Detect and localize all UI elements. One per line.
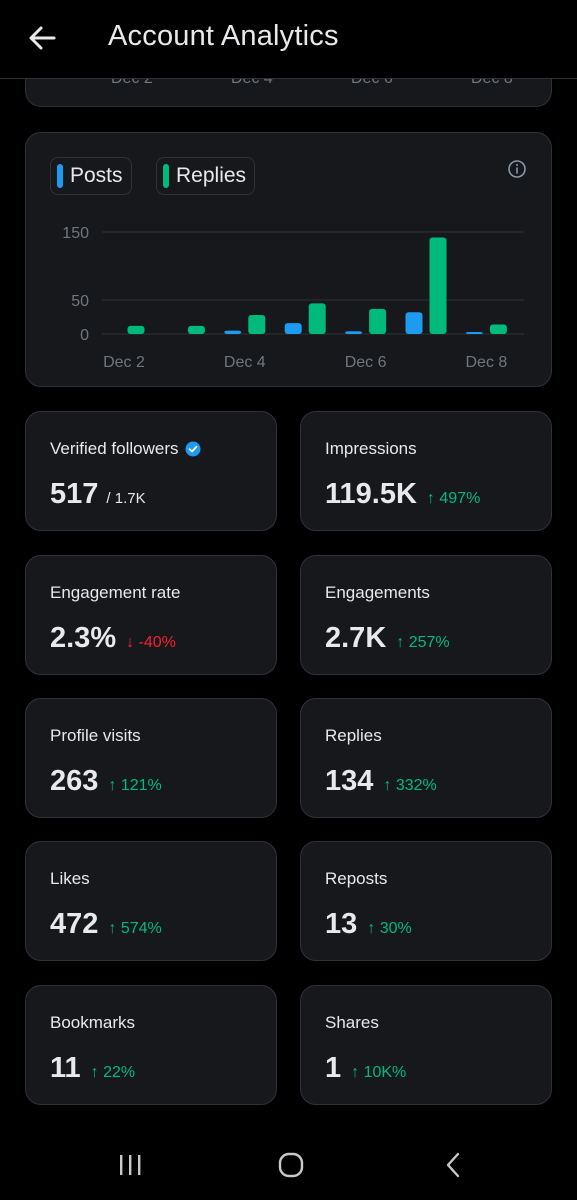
stat-value-row: 2.7K ↑ 257%	[325, 622, 450, 655]
stat-value-row: 2.3% ↓ -40%	[50, 622, 176, 655]
stat-value: 134	[325, 765, 374, 797]
stat-label-text: Engagements	[325, 583, 430, 602]
legend-posts[interactable]: Posts	[50, 157, 132, 195]
stat-value: 119.5K	[325, 478, 417, 510]
stat-change: ↑ 10K%	[351, 1064, 407, 1081]
stat-label-text: Verified followers	[50, 439, 179, 458]
stat-label: Engagements	[325, 583, 430, 603]
page-title: Account Analytics	[108, 20, 339, 52]
legend-posts-label: Posts	[70, 164, 123, 187]
stat-value-row: 1 ↑ 10K%	[325, 1052, 406, 1085]
stat-change: ↑ 574%	[108, 920, 162, 937]
stat-change: ↑ 30%	[367, 920, 412, 937]
stat-card-verified-followers[interactable]: Verified followers 517 / 1.7K	[25, 411, 277, 531]
stat-label: Reposts	[325, 869, 387, 889]
y-tick-label: 0	[80, 327, 89, 344]
replies-bar[interactable]	[429, 237, 447, 334]
posts-bar[interactable]	[284, 323, 302, 334]
stat-value-row: 263 ↑ 121%	[50, 765, 162, 798]
y-tick-label: 150	[62, 225, 89, 242]
replies-bar[interactable]	[489, 324, 507, 334]
x-tick-label: Dec 4	[224, 354, 266, 371]
stat-card-engagement-rate[interactable]: Engagement rate 2.3% ↓ -40%	[25, 555, 277, 675]
stat-label-text: Likes	[50, 869, 90, 888]
stat-label: Engagement rate	[50, 583, 180, 603]
posts-swatch	[57, 164, 63, 188]
stat-label-text: Engagement rate	[50, 583, 181, 602]
stat-value-row: 119.5K ↑ 497%	[325, 478, 480, 511]
stat-label: Profile visits	[50, 726, 141, 746]
stat-card-shares[interactable]: Shares 1 ↑ 10K%	[300, 985, 552, 1105]
replies-bar[interactable]	[127, 325, 145, 334]
stat-card-replies[interactable]: Replies 134 ↑ 332%	[300, 698, 552, 818]
system-nav-bar	[0, 1130, 577, 1200]
stat-card-engagements[interactable]: Engagements 2.7K ↑ 257%	[300, 555, 552, 675]
posts-bar[interactable]	[405, 312, 423, 334]
back-arrow-icon[interactable]	[26, 22, 58, 54]
x-tick-label: Dec 8	[466, 354, 508, 371]
stat-change: ↓ -40%	[126, 634, 176, 651]
stat-value-row: 11 ↑ 22%	[50, 1052, 135, 1085]
stat-card-impressions[interactable]: Impressions 119.5K ↑ 497%	[300, 411, 552, 531]
posts-bar[interactable]	[465, 332, 483, 334]
stat-card-reposts[interactable]: Reposts 13 ↑ 30%	[300, 841, 552, 961]
legend-replies[interactable]: Replies	[156, 157, 256, 195]
legend-replies-label: Replies	[176, 164, 247, 187]
stat-value: 472	[50, 908, 99, 940]
system-back-icon[interactable]	[435, 1150, 471, 1180]
info-icon[interactable]	[507, 159, 527, 179]
stat-change: ↑ 332%	[383, 777, 437, 794]
bar-chart: 150 50 0 Dec 2 Dec 4 Dec 6 Dec 8	[62, 225, 524, 371]
stat-label: Verified followers	[50, 439, 201, 459]
stat-value-row: 134 ↑ 332%	[325, 765, 437, 798]
stat-value-row: 472 ↑ 574%	[50, 908, 162, 941]
app-header: Account Analytics	[0, 0, 577, 79]
stat-value-row: 517 / 1.7K	[50, 478, 146, 511]
stat-value: 13	[325, 908, 358, 940]
stat-value: 11	[50, 1052, 81, 1084]
stat-label: Impressions	[325, 439, 417, 459]
replies-bar[interactable]	[308, 303, 326, 334]
stat-value-row: 13 ↑ 30%	[325, 908, 412, 941]
verified-badge-icon	[185, 441, 201, 457]
replies-bar[interactable]	[248, 314, 266, 334]
stat-change: ↑ 257%	[396, 634, 450, 651]
stat-label: Likes	[50, 869, 90, 889]
posts-bar[interactable]	[224, 330, 242, 334]
posts-replies-chart-card: Posts Replies 150 50 0 Dec 2 Dec 4 Dec 6 Dec 8	[25, 132, 552, 387]
stat-label-text: Profile visits	[50, 726, 141, 745]
stat-value: 2.7K	[325, 622, 387, 654]
replies-swatch	[163, 164, 169, 188]
stat-card-likes[interactable]: Likes 472 ↑ 574%	[25, 841, 277, 961]
replies-bar[interactable]	[369, 308, 387, 334]
stat-label-text: Bookmarks	[50, 1013, 136, 1032]
stat-card-profile-visits[interactable]: Profile visits 263 ↑ 121%	[25, 698, 277, 818]
stat-card-bookmarks[interactable]: Bookmarks 11 ↑ 22%	[25, 985, 277, 1105]
stat-change: ↑ 497%	[426, 490, 481, 507]
stat-label-text: Impressions	[325, 439, 417, 458]
home-icon[interactable]	[273, 1150, 309, 1180]
replies-bar[interactable]	[187, 325, 205, 334]
recent-apps-icon[interactable]	[112, 1150, 148, 1180]
stat-value: 1	[325, 1052, 342, 1084]
stat-value: 517	[50, 478, 99, 510]
stat-change: ↑ 22%	[90, 1064, 136, 1081]
posts-bar[interactable]	[345, 331, 363, 334]
stat-label: Shares	[325, 1013, 379, 1033]
stat-label-text: Reposts	[325, 869, 388, 888]
y-tick-label: 50	[71, 293, 89, 310]
x-tick-label: Dec 6	[345, 354, 387, 371]
stat-change: ↑ 121%	[108, 777, 162, 794]
x-tick-label: Dec 2	[103, 354, 145, 371]
stat-label-text: Replies	[325, 726, 382, 745]
stat-label-text: Shares	[325, 1013, 379, 1032]
stat-value: 263	[50, 765, 99, 797]
stat-label: Replies	[325, 726, 382, 746]
stat-label: Bookmarks	[50, 1013, 135, 1033]
stat-value: 2.3%	[50, 622, 117, 654]
stat-total: / 1.7K	[106, 490, 146, 507]
